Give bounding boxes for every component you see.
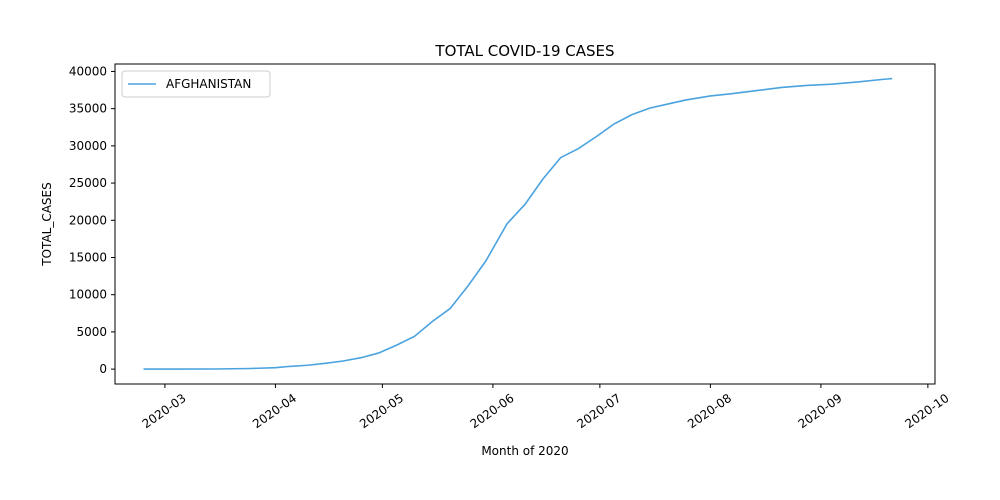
x-tick-label: 2020-10 xyxy=(902,391,951,431)
y-tick-label: 0 xyxy=(99,362,107,376)
x-tick-label: 2020-09 xyxy=(796,391,845,431)
y-tick-label: 35000 xyxy=(69,102,107,116)
legend-label-afghanistan: AFGHANISTAN xyxy=(166,77,251,91)
x-tick-label: 2020-08 xyxy=(685,391,734,431)
y-axis-ticks: 0 5000 10000 15000 20000 25000 30000 35000 40000 xyxy=(69,64,115,376)
y-tick-label: 25000 xyxy=(69,176,107,190)
x-tick-label: 2020-03 xyxy=(140,391,189,431)
y-tick-label: 30000 xyxy=(69,139,107,153)
chart-title: TOTAL COVID-19 CASES xyxy=(434,42,614,60)
plot-frame xyxy=(114,63,936,385)
legend: AFGHANISTAN xyxy=(121,70,271,98)
y-axis-label: TOTAL_CASES xyxy=(40,182,54,266)
x-tick-label: 2020-06 xyxy=(468,391,517,431)
legend-box xyxy=(121,70,271,98)
x-axis-label: Month of 2020 xyxy=(481,444,568,458)
x-tick-label: 2020-05 xyxy=(357,391,406,431)
x-tick-label: 2020-04 xyxy=(250,391,299,431)
y-tick-label: 5000 xyxy=(76,325,107,339)
x-axis-ticks: 2020-03 2020-04 2020-05 2020-06 2020-07 2020-… xyxy=(140,384,952,431)
y-tick-label: 10000 xyxy=(69,288,107,302)
plot-area xyxy=(115,64,935,384)
y-tick-label: 20000 xyxy=(69,213,107,227)
y-tick-label: 15000 xyxy=(69,250,107,264)
y-tick-label: 40000 xyxy=(69,64,107,78)
x-tick-label: 2020-07 xyxy=(574,391,623,431)
series-line-afghanistan xyxy=(143,77,893,370)
